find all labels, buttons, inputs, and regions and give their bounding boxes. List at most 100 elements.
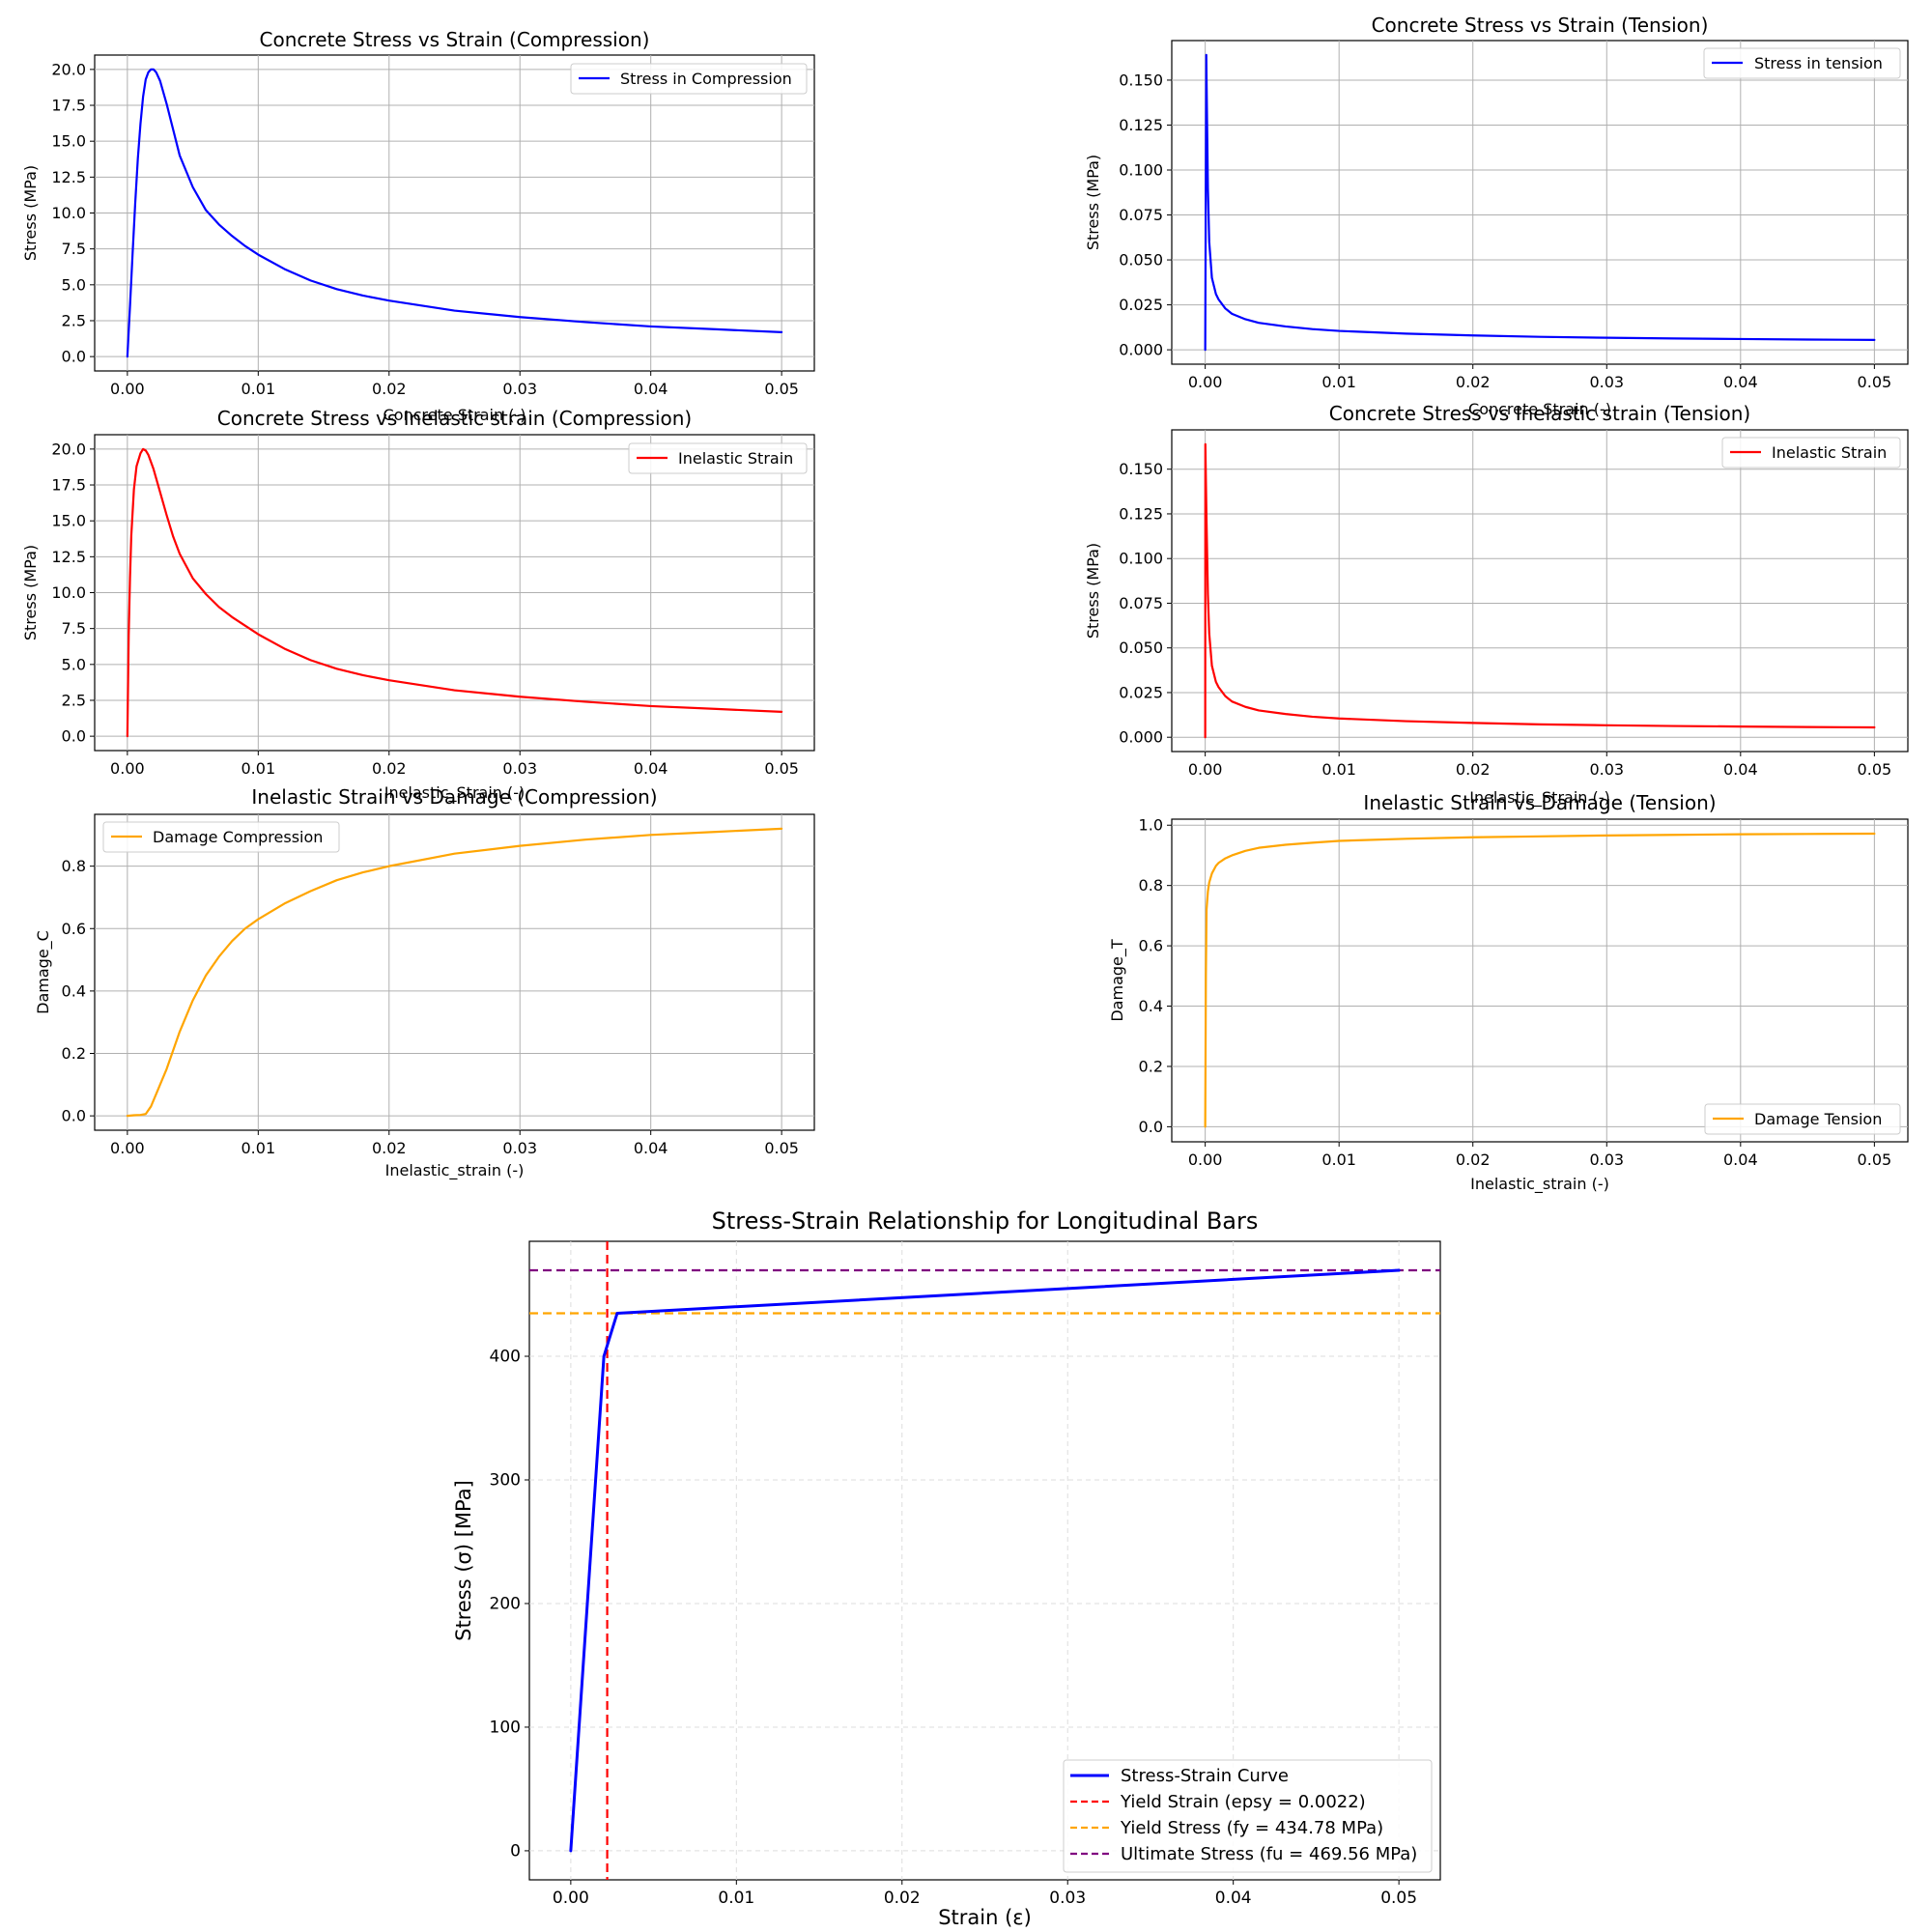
- y-tick-label: 1.0: [1139, 816, 1163, 835]
- x-axis-label: Inelastic_strain (-): [1470, 1175, 1609, 1194]
- x-ticks: 0.00 0.01 0.02 0.03 0.04 0.05: [110, 1130, 799, 1157]
- x-axis-label: Concrete Strain (-): [384, 406, 526, 424]
- y-tick-label: 2.5: [62, 691, 86, 709]
- x-tick-label: 0.01: [1321, 760, 1356, 779]
- y-tick-label: 0.2: [1139, 1057, 1163, 1075]
- y-axis-label: Damage_T: [1108, 939, 1127, 1022]
- x-tick-label: 0.01: [1321, 373, 1356, 391]
- panel-tension-stress-strain: 0.00 0.01 0.02 0.03 0.04 0.05 0.000 0.025 0.050…: [1084, 14, 1909, 418]
- legend-box: [1703, 47, 1901, 79]
- legend: Stress in tension: [1703, 47, 1901, 79]
- y-tick-label: 0.0: [62, 1107, 86, 1125]
- x-tick-label: 0.03: [1589, 373, 1624, 391]
- y-tick-label: 0.2: [62, 1044, 86, 1063]
- x-ticks: 0.00 0.01 0.02 0.03 0.04 0.05: [1188, 1142, 1891, 1169]
- series-line: [126, 447, 783, 738]
- series-layer: [1204, 53, 1876, 352]
- y-tick-label: 300: [490, 1470, 521, 1490]
- y-tick-label: 10.0: [51, 583, 86, 602]
- x-tick-label: 0.00: [110, 1139, 145, 1157]
- x-tick-label: 0.03: [1589, 760, 1624, 779]
- panel-damage-compression: 0.00 0.01 0.02 0.03 0.04 0.05 0.0 0.2 0.4 0.6 0.8…: [34, 785, 815, 1180]
- y-tick-label: 17.5: [51, 476, 86, 495]
- y-tick-label: 0.150: [1119, 460, 1163, 478]
- series-line: [126, 827, 783, 1118]
- x-tick-label: 0.00: [1188, 760, 1223, 779]
- y-tick-label: 10.0: [51, 204, 86, 222]
- panel-longitudinal-bars: 0.00 0.01 0.02 0.03 0.04 0.05 0 100 200 300 400 S…: [452, 1208, 1441, 1929]
- legend: Stress-Strain Curve Yield Strain (epsy =…: [1063, 1759, 1433, 1873]
- y-tick-label: 20.0: [51, 440, 86, 458]
- x-tick-label: 0.02: [372, 380, 407, 398]
- x-ticks: 0.00 0.01 0.02 0.03 0.04 0.05: [110, 751, 799, 778]
- legend-label: Inelastic Strain: [1772, 443, 1887, 462]
- x-tick-label: 0.04: [634, 1139, 668, 1157]
- legend-label: Stress in tension: [1754, 54, 1883, 72]
- x-tick-label: 0.04: [634, 759, 668, 778]
- x-tick-label: 0.03: [502, 1139, 537, 1157]
- chart-title: Stress-Strain Relationship for Longitudi…: [712, 1208, 1259, 1235]
- plot-frame: [94, 813, 815, 1131]
- y-tick-label: 20.0: [51, 60, 86, 78]
- x-tick-label: 0.05: [764, 759, 799, 778]
- plot-frame: [1171, 818, 1909, 1143]
- plot-frame: [1171, 429, 1909, 753]
- x-tick-label: 0.00: [110, 759, 145, 778]
- grid: [529, 1241, 1440, 1880]
- series-line: [126, 68, 783, 358]
- y-tick-label: 0.0: [62, 727, 86, 746]
- y-axis-label: Damage_C: [34, 930, 53, 1014]
- y-ticks: 0.0 2.5 5.0 7.5 10.0 12.5 15.0 17.5 20.0: [51, 60, 95, 366]
- y-tick-label: 0.4: [62, 981, 86, 1000]
- x-tick-label: 0.02: [1456, 373, 1491, 391]
- x-tick-label: 0.05: [764, 380, 799, 398]
- y-tick-label: 0.8: [62, 857, 86, 875]
- x-tick-label: 0.04: [634, 380, 668, 398]
- y-tick-label: 0.075: [1119, 594, 1163, 612]
- y-axis-label: Stress (σ) [MPa]: [452, 1480, 475, 1641]
- series-layer: [1204, 442, 1876, 739]
- y-tick-label: 12.5: [51, 548, 86, 566]
- x-ticks: 0.00 0.01 0.02 0.03 0.04 0.05: [1188, 364, 1891, 391]
- legend-label: Ultimate Stress (fu = 469.56 MPa): [1121, 1844, 1417, 1864]
- series-layer: [569, 1268, 1401, 1853]
- y-tick-label: 0.000: [1119, 341, 1163, 359]
- grid: [1172, 819, 1908, 1142]
- y-tick-label: 5.0: [62, 275, 86, 294]
- series-line: [1204, 53, 1876, 352]
- y-tick-label: 0.8: [1139, 876, 1163, 895]
- y-tick-label: 0.150: [1119, 71, 1163, 89]
- x-tick-label: 0.04: [1723, 1151, 1758, 1169]
- grid: [1172, 430, 1908, 752]
- x-tick-label: 0.05: [1858, 760, 1892, 779]
- chart-title: Concrete Stress vs Inelastic strain (Ten…: [1329, 402, 1750, 425]
- y-tick-label: 0.050: [1119, 251, 1163, 270]
- x-tick-label: 0.05: [1858, 1151, 1892, 1169]
- x-axis-label: Inelastic_Strain (-): [384, 783, 526, 803]
- x-tick-label: 0.01: [1321, 1151, 1356, 1169]
- y-ticks: 0.000 0.025 0.050 0.075 0.100 0.125 0.150: [1119, 71, 1172, 359]
- legend-label: Stress-Strain Curve: [1121, 1766, 1289, 1786]
- x-tick-label: 0.05: [1858, 373, 1892, 391]
- y-tick-label: 0.100: [1119, 550, 1163, 568]
- y-tick-label: 5.0: [62, 655, 86, 673]
- x-tick-label: 0.00: [1188, 1151, 1223, 1169]
- y-tick-label: 0.025: [1119, 683, 1163, 701]
- y-axis-label: Stress (MPa): [21, 165, 40, 261]
- x-tick-label: 0.00: [110, 380, 145, 398]
- y-tick-label: 200: [490, 1594, 521, 1613]
- grid: [95, 55, 814, 371]
- x-tick-label: 0.00: [553, 1889, 589, 1908]
- y-tick-label: 7.5: [62, 619, 86, 638]
- x-tick-label: 0.05: [1380, 1889, 1417, 1908]
- chart-title: Concrete Stress vs Strain (Tension): [1372, 14, 1709, 37]
- legend: Damage Tension: [1704, 1103, 1901, 1135]
- x-tick-label: 0.02: [372, 759, 407, 778]
- y-tick-label: 7.5: [62, 240, 86, 258]
- x-tick-label: 0.04: [1723, 373, 1758, 391]
- y-ticks: 0.000 0.025 0.050 0.075 0.100 0.125 0.150: [1119, 460, 1172, 747]
- x-tick-label: 0.03: [502, 759, 537, 778]
- x-tick-label: 0.05: [764, 1139, 799, 1157]
- y-ticks: 0.0 0.2 0.4 0.6 0.8 1.0: [1139, 816, 1172, 1136]
